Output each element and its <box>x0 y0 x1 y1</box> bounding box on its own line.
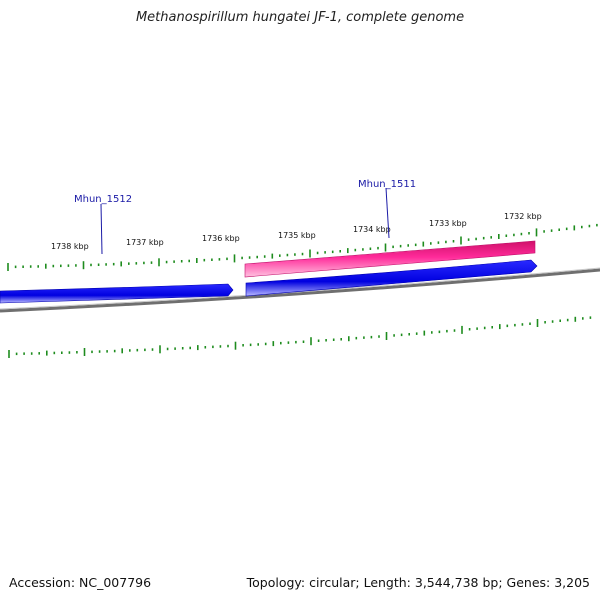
gene-mhun-1511-arrow[interactable] <box>245 259 538 297</box>
scale-label-1737: 1737 kbp <box>126 238 164 247</box>
scale-label-1732: 1732 kbp <box>504 212 542 221</box>
genome-summary-text: Topology: circular; Length: 3,544,738 bp… <box>246 575 590 590</box>
reverse-gene-arrow[interactable] <box>244 240 536 278</box>
outer-tick-ring <box>7 223 598 271</box>
scale-label-1735: 1735 kbp <box>278 231 316 240</box>
inner-tick-ring <box>8 316 592 358</box>
accession-text: Accession: NC_007796 <box>9 575 152 590</box>
gene-label-mhun-1511[interactable]: Mhun_1511 <box>358 179 416 190</box>
gene-mhun-1512-leader <box>100 203 103 255</box>
scale-label-1734: 1734 kbp <box>353 225 391 234</box>
gene-mhun-1511-leader <box>385 187 390 239</box>
map-title: Methanospirillum hungatei JF-1, complete… <box>135 10 465 25</box>
gene-mhun-1512-arrow[interactable] <box>0 283 234 304</box>
genome-backbone <box>0 268 600 313</box>
scale-label-1738: 1738 kbp <box>51 242 89 251</box>
scale-label-1736: 1736 kbp <box>202 234 240 243</box>
gene-label-mhun-1512[interactable]: Mhun_1512 <box>74 194 132 205</box>
scale-label-1733: 1733 kbp <box>429 219 467 228</box>
